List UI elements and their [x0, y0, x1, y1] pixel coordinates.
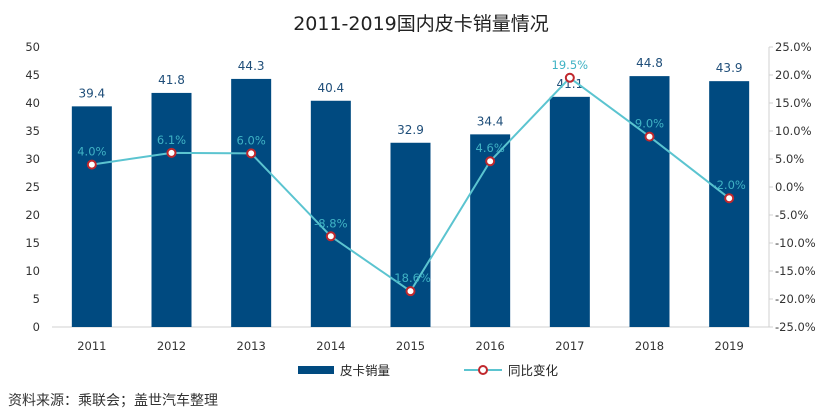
line-point [325, 231, 336, 242]
right-y-tick-label: -5.0% [775, 208, 808, 222]
x-tick-label: 2013 [237, 339, 266, 353]
bar-value-label: 40.4 [317, 81, 344, 95]
line-point [644, 131, 655, 142]
x-tick-label: 2019 [715, 339, 744, 353]
left-y-tick-label: 25 [25, 180, 40, 194]
legend-line-label: 同比变化 [508, 363, 559, 378]
left-y-tick-label: 40 [25, 96, 40, 110]
x-tick-label: 2018 [635, 339, 664, 353]
x-tick-label: 2016 [476, 339, 505, 353]
bar [549, 96, 590, 327]
left-y-tick-label: 35 [25, 124, 40, 138]
right-y-tick-label: 0.0% [775, 180, 804, 194]
x-tick-label: 2011 [77, 339, 106, 353]
line-point [485, 156, 496, 167]
x-tick-label: 2015 [396, 339, 425, 353]
bar [709, 81, 750, 327]
chart-title: 2011-2019国内皮卡销量情况 [293, 13, 549, 35]
line-value-label: 4.0% [77, 145, 106, 159]
bar-data-labels: 39.4 41.8 44.3 40.4 32.9 34.4 41.1 44.8 43.9 [78, 56, 742, 137]
bar [629, 76, 670, 328]
bar [310, 100, 351, 327]
right-y-tick-label: 25.0% [775, 40, 812, 54]
right-y-tick-label: 15.0% [775, 96, 812, 110]
x-tick-label: 2014 [316, 339, 345, 353]
line-point [246, 148, 257, 159]
left-y-tick-label: 0 [33, 320, 40, 334]
right-y-tick-label: -15.0% [775, 264, 816, 278]
bar-value-label: 44.8 [636, 56, 663, 70]
line-value-label: 9.0% [635, 117, 664, 131]
bar-value-label: 39.4 [78, 86, 105, 100]
x-tick-label: 2017 [555, 339, 584, 353]
left-y-tick-label: 15 [25, 236, 40, 250]
left-y-tick-label: 5 [33, 292, 40, 306]
bar-value-label: 43.9 [716, 61, 743, 75]
line-value-label: 6.0% [237, 133, 266, 147]
left-y-tick-label: 45 [25, 68, 40, 82]
left-y-tick-label: 30 [25, 152, 40, 166]
line-point [564, 72, 575, 83]
legend-bar-label: 皮卡销量 [340, 363, 390, 378]
line-value-label: 6.1% [157, 133, 186, 147]
line-value-label: -18.6% [390, 271, 431, 285]
line-point [724, 193, 735, 204]
bar-value-label: 44.3 [238, 59, 265, 73]
legend: 皮卡销量 同比变化 [298, 363, 559, 378]
right-y-tick-label: -20.0% [775, 292, 816, 306]
legend-bar-swatch [298, 366, 334, 374]
right-y-tick-label: -25.0% [775, 320, 816, 334]
source-note: 资料来源：乘联会；盖世汽车整理 [8, 393, 218, 409]
bar [151, 92, 192, 327]
line-point [86, 159, 97, 170]
right-y-tick-label: 20.0% [775, 68, 812, 82]
right-y-tick-label: 10.0% [775, 124, 812, 138]
left-y-tick-label: 50 [25, 40, 40, 54]
line-data-labels: 4.0% 6.1% 6.0% -8.8% -18.6% 4.6% 19.5% 9.0% -2.0… [77, 58, 746, 285]
line-point [166, 147, 177, 158]
bar-value-label: 41.8 [158, 73, 185, 87]
line-value-label: -8.8% [314, 216, 347, 230]
bar [71, 106, 112, 327]
left-y-tick-label: 20 [25, 208, 40, 222]
bar [470, 134, 511, 327]
bar-value-label: 32.9 [397, 123, 424, 137]
bar-value-label: 34.4 [477, 114, 504, 128]
legend-marker-swatch [478, 365, 488, 375]
x-tick-label: 2012 [157, 339, 186, 353]
line-value-label: 19.5% [552, 58, 589, 72]
line-point [405, 286, 416, 297]
bar [390, 142, 431, 327]
chart-axes: 0 5 10 15 20 25 30 35 40 45 50 -25.0% -20.0% -15.0% -1… [25, 40, 815, 353]
right-y-tick-label: -10.0% [775, 236, 816, 250]
right-y-tick-label: 5.0% [775, 152, 804, 166]
line-value-label: -2.0% [712, 178, 745, 192]
line-series [86, 72, 735, 297]
bar-value-label: 41.1 [556, 77, 583, 91]
bar [231, 78, 272, 327]
line-value-label: 4.6% [476, 141, 505, 155]
left-y-tick-label: 10 [25, 264, 40, 278]
bar-series [71, 76, 750, 328]
